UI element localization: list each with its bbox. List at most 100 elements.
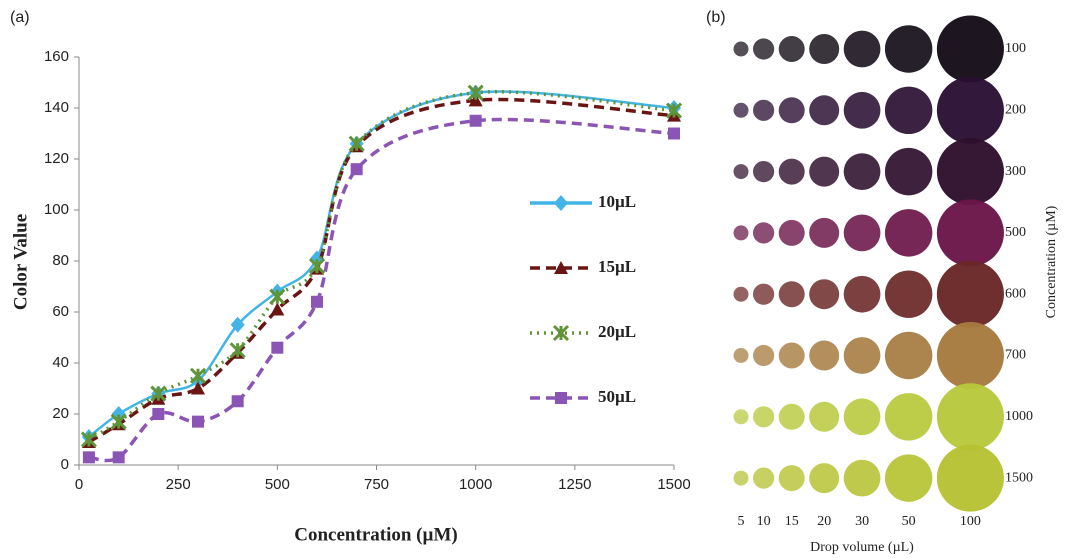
drop	[733, 164, 749, 180]
drop	[884, 393, 933, 441]
drop	[809, 217, 840, 248]
series-line	[88, 90, 675, 442]
x-axis-title: Drop volume (µL)	[810, 540, 914, 555]
drop	[936, 76, 1004, 144]
marker	[269, 288, 286, 305]
drop	[733, 286, 749, 302]
marker	[311, 295, 323, 308]
drop	[884, 270, 933, 318]
drop	[778, 465, 805, 492]
y-axis-title: Color Value	[10, 214, 31, 310]
marker	[554, 195, 568, 211]
drop	[778, 342, 805, 369]
marker	[112, 451, 125, 464]
drop	[753, 99, 775, 121]
y-tick-label: 60	[52, 303, 69, 320]
x-tick-label: 750	[364, 476, 389, 493]
y-tick-label: 120	[44, 150, 69, 167]
drop	[843, 337, 881, 374]
marker	[665, 102, 683, 119]
drop	[936, 138, 1004, 206]
marker	[467, 84, 484, 101]
y-tick-label: 500	[1005, 225, 1026, 240]
drop	[936, 444, 1004, 512]
marker	[350, 163, 363, 176]
drop	[778, 36, 805, 62]
drop	[809, 279, 840, 310]
drop	[936, 199, 1004, 267]
x-tick-label: 50	[902, 514, 916, 529]
y-axis-title: Concentration (µM)	[1044, 205, 1059, 318]
y-tick-label: 1500	[1005, 470, 1033, 485]
drop	[809, 156, 840, 187]
marker	[189, 367, 207, 384]
legend-label: 15µL	[598, 257, 636, 276]
marker	[348, 135, 365, 152]
y-tick-label: 140	[44, 99, 69, 116]
drop	[778, 403, 805, 430]
x-tick-label: 30	[855, 514, 869, 529]
drop	[843, 459, 881, 497]
marker	[469, 114, 482, 127]
marker	[271, 341, 284, 354]
drop	[778, 281, 805, 308]
legend-label: 10µL	[598, 192, 636, 211]
series-line	[88, 117, 675, 463]
marker	[231, 395, 244, 408]
drop	[936, 15, 1004, 83]
drop	[843, 398, 881, 436]
drop	[778, 219, 805, 246]
drop	[753, 160, 775, 183]
drop	[733, 470, 749, 486]
drop	[733, 348, 749, 363]
drop	[884, 454, 933, 502]
marker	[270, 302, 285, 316]
drop	[778, 158, 805, 185]
drop	[809, 463, 840, 494]
x-tick-label: 250	[166, 476, 191, 493]
y-tick-label: 1000	[1005, 409, 1033, 424]
x-tick-label: 20	[817, 514, 831, 529]
y-tick-label: 200	[1005, 103, 1026, 118]
legend-label: 20µL	[598, 322, 636, 341]
marker	[110, 413, 127, 430]
y-tick-label: 160	[44, 48, 69, 65]
drop	[843, 30, 881, 68]
marker	[555, 392, 567, 404]
x-axis-title: Concentration (µM)	[294, 524, 457, 545]
y-tick-label: 300	[1005, 164, 1026, 179]
y-tick-label: 20	[52, 405, 69, 422]
drop	[778, 97, 805, 124]
y-tick-label: 600	[1005, 286, 1026, 301]
marker	[192, 415, 204, 428]
y-tick-label: 100	[1005, 41, 1026, 56]
drop	[884, 86, 933, 135]
drop	[753, 38, 775, 60]
drop	[843, 214, 881, 252]
drop	[936, 321, 1004, 390]
x-tick-label: 1000	[459, 476, 492, 493]
marker	[191, 381, 205, 395]
drop	[809, 95, 840, 126]
y-tick-label: 100	[44, 201, 69, 218]
drop	[884, 209, 933, 257]
marker	[468, 93, 483, 107]
marker	[230, 316, 245, 333]
marker	[668, 127, 680, 140]
marker	[150, 385, 167, 402]
drop	[809, 34, 840, 64]
drop	[733, 41, 749, 57]
drop	[733, 409, 749, 425]
marker	[82, 451, 95, 464]
drop	[753, 283, 775, 305]
drop	[884, 331, 933, 380]
x-tick-label: 1500	[657, 476, 690, 493]
x-tick-label: 10	[757, 514, 771, 529]
drop	[733, 225, 749, 241]
drop	[733, 102, 749, 118]
marker	[152, 408, 165, 420]
drop	[884, 147, 933, 196]
y-tick-label: 0	[61, 456, 69, 473]
marker	[80, 431, 97, 448]
drop	[884, 25, 933, 73]
